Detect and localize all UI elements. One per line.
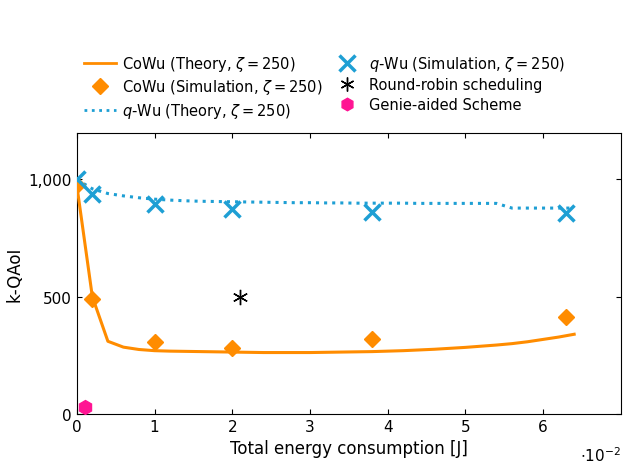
Text: $\cdot10^{-2}$: $\cdot10^{-2}$ (580, 445, 621, 464)
Y-axis label: k-QAoI: k-QAoI (5, 246, 23, 301)
X-axis label: Total energy consumption [J]: Total energy consumption [J] (230, 439, 468, 457)
Legend: CoWu (Theory, $\zeta = 250$), CoWu (Simulation, $\zeta = 250$), $q$-Wu (Theory, : CoWu (Theory, $\zeta = 250$), CoWu (Simu… (84, 55, 565, 120)
